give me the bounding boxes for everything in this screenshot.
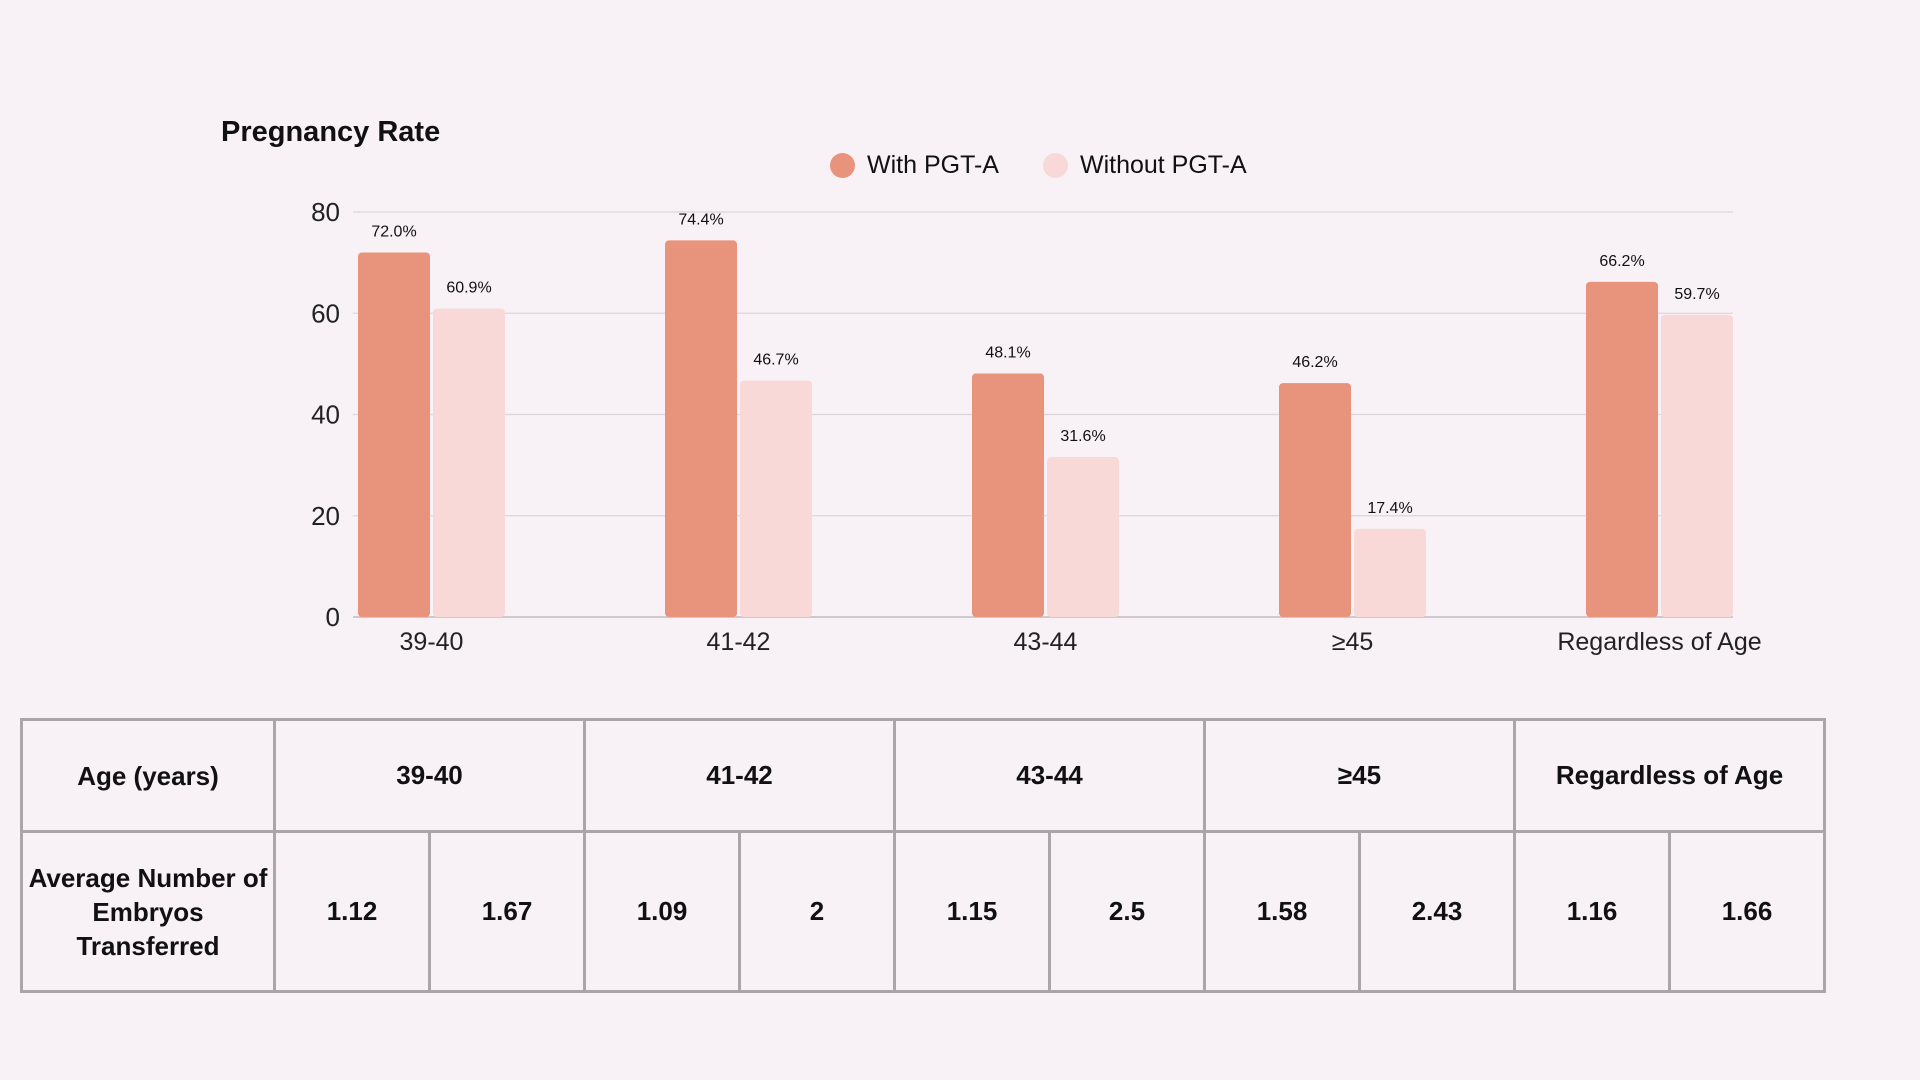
table-group-header: 39-40	[273, 718, 586, 833]
bar-without-pgt-a	[433, 308, 505, 617]
table-group-header: Regardless of Age	[1513, 718, 1826, 833]
bar-with-pgt-a	[972, 373, 1044, 617]
y-tick-label: 20	[311, 501, 340, 531]
table-header-row: Age (years) 39-40 41-42 43-44 ≥45 Regard…	[20, 718, 1826, 833]
table-cell: 1.67	[428, 830, 586, 993]
table-row: Average Number of Embryos Transferred 1.…	[20, 830, 1826, 993]
bar-without-pgt-a	[1661, 314, 1733, 617]
table-cell: 1.09	[583, 830, 741, 993]
table-cell: 2.5	[1048, 830, 1206, 993]
y-tick-label: 80	[311, 197, 340, 227]
data-label: 66.2%	[1599, 253, 1644, 270]
y-tick-label: 0	[326, 602, 340, 632]
data-label: 74.4%	[678, 211, 723, 228]
bar-chart: 0 20 40 60 80 72.0% 60.9% 39-40 74.4% 46.7% 41-42 4…	[311, 197, 1762, 656]
data-label: 46.2%	[1292, 354, 1337, 371]
table-row-label: Average Number of Embryos Transferred	[20, 830, 276, 993]
table-cell: 1.16	[1513, 830, 1671, 993]
legend-item-with: With PGT-A	[830, 151, 999, 180]
table-cell: 1.15	[893, 830, 1051, 993]
bar-with-pgt-a	[665, 240, 737, 617]
data-label: 72.0%	[371, 224, 416, 241]
bar-without-pgt-a	[740, 380, 812, 617]
x-tick-label: ≥45	[1332, 628, 1374, 656]
x-tick-label: Regardless of Age	[1557, 628, 1761, 656]
data-label: 46.7%	[753, 352, 798, 369]
legend-swatch-with	[830, 153, 855, 178]
legend-label-with: With PGT-A	[867, 151, 999, 179]
table-group-header: 41-42	[583, 718, 896, 833]
data-label: 60.9%	[446, 280, 491, 297]
table-group-header: ≥45	[1203, 718, 1516, 833]
y-tick-label: 40	[311, 400, 340, 430]
legend-label-without: Without PGT-A	[1079, 151, 1247, 179]
table-cell: 1.58	[1203, 830, 1361, 993]
bar-with-pgt-a	[358, 252, 430, 617]
data-label: 59.7%	[1674, 286, 1719, 303]
x-tick-label: 39-40	[400, 628, 464, 656]
bar-without-pgt-a	[1047, 457, 1119, 617]
legend-item-without: Without PGT-A	[1042, 151, 1247, 180]
x-tick-label: 43-44	[1014, 628, 1078, 656]
data-label: 17.4%	[1367, 500, 1412, 517]
table-header-label: Age (years)	[20, 718, 276, 833]
x-tick-label: 41-42	[707, 628, 771, 656]
bar-with-pgt-a	[1586, 281, 1658, 617]
table-cell: 2	[738, 830, 896, 993]
embryos-table: Age (years) 39-40 41-42 43-44 ≥45 Regard…	[20, 718, 1826, 993]
bar-with-pgt-a	[1279, 383, 1351, 617]
chart-legend: With PGT-A Without PGT-A	[830, 151, 1291, 180]
table-group-header: 43-44	[893, 718, 1206, 833]
table-cell: 1.12	[273, 830, 431, 993]
bar-without-pgt-a	[1354, 528, 1426, 617]
y-tick-label: 60	[311, 298, 340, 328]
table-cell: 1.66	[1668, 830, 1826, 993]
data-label: 48.1%	[985, 344, 1030, 361]
data-label: 31.6%	[1060, 428, 1105, 445]
legend-swatch-without	[1042, 153, 1068, 178]
chart-title: Pregnancy Rate	[221, 116, 441, 148]
table-cell: 2.43	[1358, 830, 1516, 993]
